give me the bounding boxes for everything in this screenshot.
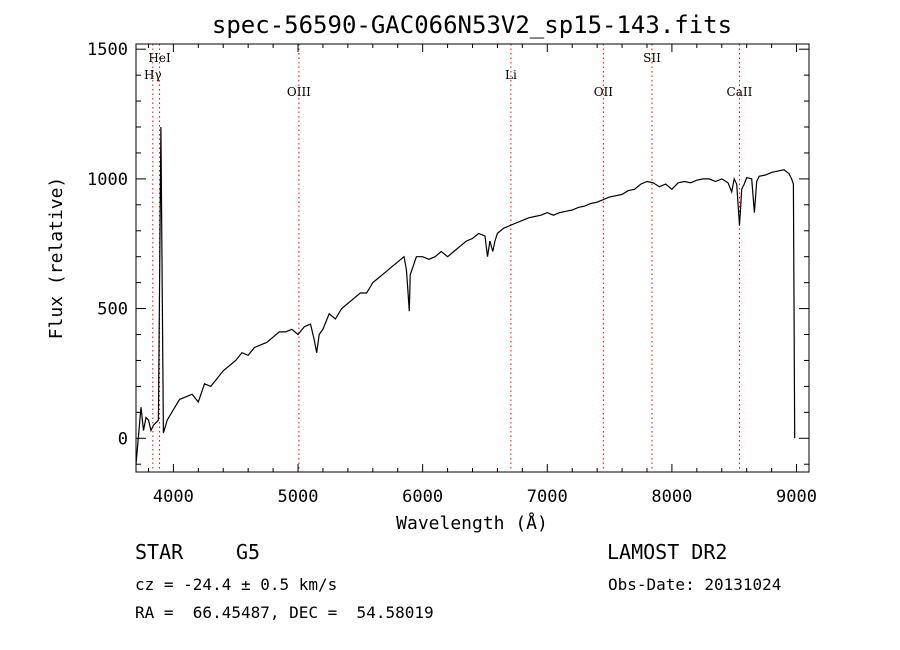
line-marker-label: OII	[594, 85, 614, 99]
redshift-text: cz = -24.4 ± 0.5 km/s	[135, 575, 338, 594]
plot-frame	[135, 43, 810, 473]
x-tick-label: 4000	[153, 487, 194, 507]
line-marker-label: CaII	[727, 85, 753, 99]
y-tick-label: 1000	[87, 170, 128, 190]
obs-date-text: Obs-Date: 20131024	[608, 575, 782, 594]
line-marker-label: Li	[505, 68, 517, 82]
emission-line-markers: HeI Hγ OIII Li OII SII CaII	[144, 44, 753, 472]
line-marker-label: OIII	[287, 85, 311, 99]
coordinates-text: RA = 66.45487, DEC = 54.58019	[135, 603, 434, 622]
subclass-label: G5	[236, 540, 261, 564]
y-tick-label: 500	[97, 300, 128, 320]
line-marker-label: HeI	[148, 51, 171, 65]
class-label: STAR	[135, 540, 184, 564]
x-tick-label: 6000	[402, 487, 443, 507]
y-tick-label: 0	[118, 429, 128, 449]
x-tick-label: 5000	[278, 487, 319, 507]
x-tick-label: 9000	[776, 487, 817, 507]
x-tick-label: 8000	[651, 487, 692, 507]
chart-title: spec-56590-GAC066N53V2_sp15-143.fits	[212, 11, 732, 39]
axis-ticks: 4000 5000 6000 7000 8000 9000 0 500 1000 1500	[87, 40, 817, 507]
x-tick-label: 7000	[527, 487, 568, 507]
y-axis-label: Flux (relative)	[46, 177, 67, 340]
survey-label: LAMOST DR2	[607, 540, 728, 564]
line-marker-label: Hγ	[144, 68, 162, 82]
x-axis-label: Wavelength (Å)	[396, 512, 548, 534]
spectrum-series-line	[135, 126, 796, 465]
y-tick-label: 1500	[87, 40, 128, 60]
line-marker-label: SII	[643, 51, 661, 65]
